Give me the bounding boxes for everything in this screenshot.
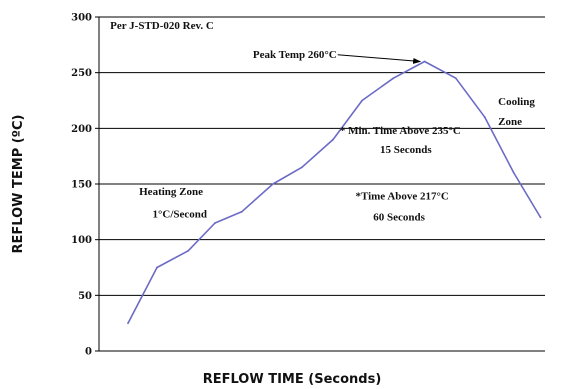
data-point: [423, 60, 426, 63]
annotation-label: *Time Above 217°C: [355, 191, 448, 203]
data-point: [332, 138, 335, 141]
annotation-label: 1°C/Second: [153, 208, 208, 220]
annotation-label: Peak Temp 260°C: [253, 49, 337, 61]
chart-gridlines: [99, 16, 545, 296]
y-tick-label: 0: [85, 347, 92, 358]
y-tick-label: 50: [78, 291, 92, 302]
annotation-label: * Min. Time Above 235°C: [340, 125, 461, 137]
data-point: [483, 116, 486, 119]
data-point: [539, 216, 542, 219]
data-point: [187, 249, 190, 252]
annotation-label: Cooling: [498, 96, 535, 108]
annotation-label: 15 Seconds: [380, 144, 432, 156]
data-point: [156, 266, 158, 269]
data-point: [392, 77, 395, 80]
y-tick-label: 100: [71, 235, 92, 246]
y-tick-label: 250: [71, 68, 92, 79]
annotation-label: Heating Zone: [139, 186, 203, 198]
annotation-label: 60 Seconds: [373, 212, 425, 224]
data-point: [361, 99, 364, 102]
y-tick-label: 300: [71, 13, 92, 24]
y-tick-label: 150: [71, 180, 92, 191]
y-axis-title: REFLOW TEMP (ºC): [11, 114, 26, 253]
data-point: [512, 171, 515, 174]
chart-series: [127, 60, 542, 325]
annotation-label: Per J-STD-020 Rev. C: [110, 20, 214, 32]
chart-annotations: Per J-STD-020 Rev. C Peak Temp 260°C Cooli…: [110, 20, 535, 223]
data-point: [240, 210, 243, 213]
data-point: [272, 183, 274, 185]
data-point: [454, 77, 457, 80]
data-point: [301, 166, 303, 169]
annotation-arrow: [337, 54, 422, 64]
data-point: [127, 322, 129, 325]
y-tick-label: 200: [71, 124, 92, 135]
y-axis-ticks: 0 50 100 150 200 250 300: [71, 13, 99, 358]
data-point: [214, 222, 216, 224]
annotation-label: Zone: [498, 116, 522, 128]
x-axis-title: REFLOW TIME (Seconds): [203, 372, 382, 387]
